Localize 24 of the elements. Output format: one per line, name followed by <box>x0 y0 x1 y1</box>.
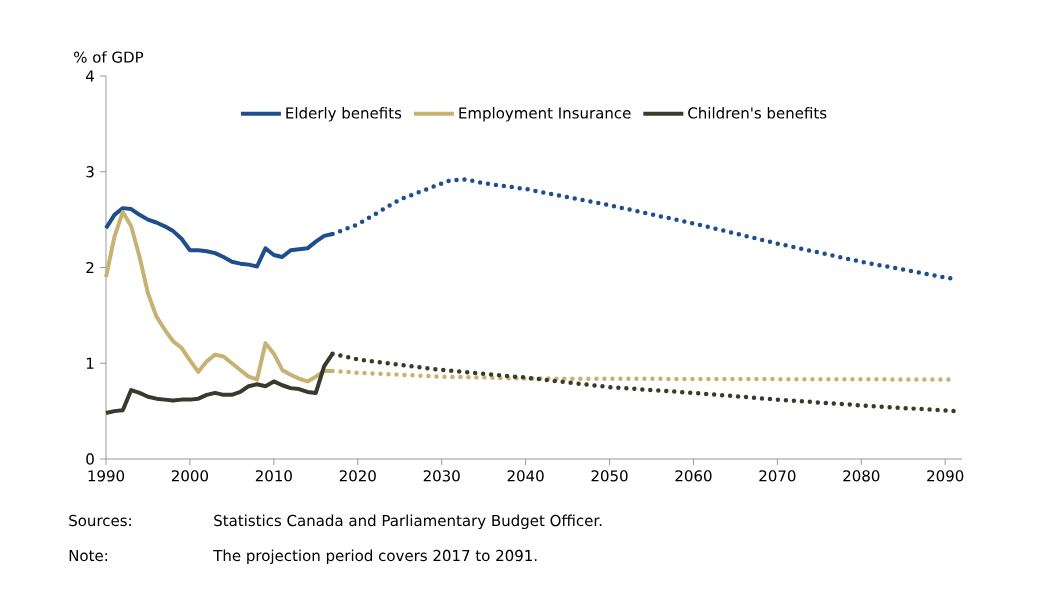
y-tick-label: 2 <box>86 261 94 274</box>
source-note: Sources: <box>69 514 131 527</box>
y-tick-label: 4 <box>86 70 94 82</box>
y-tick-label: 1 <box>86 357 94 369</box>
y-tick-label: 0 <box>86 453 94 465</box>
text: Note: <box>69 550 108 562</box>
x-tick-label: 2040 <box>507 470 544 482</box>
x-tick-label: 2010 <box>255 470 292 482</box>
x-tick-label: 2090 <box>927 470 964 482</box>
text: Statistics Canada and Parliamentary Budget Officer. <box>214 514 602 530</box>
y-axis-title: % of GDP <box>74 51 144 63</box>
x-tick-label: 2030 <box>423 470 460 482</box>
x-tick-label: 2050 <box>591 470 628 482</box>
x-tick-label: 2070 <box>759 470 796 482</box>
y-tick-label: 3 <box>86 166 94 178</box>
x-tick-label: 2000 <box>171 470 209 482</box>
x-tick-label: 2020 <box>339 470 376 482</box>
x-tick-label: 2080 <box>843 470 880 482</box>
legend-label: Elderly benefits <box>286 107 402 122</box>
legend-label: Employment Insurance <box>459 107 631 122</box>
x-tick-label: 1990 <box>88 470 125 482</box>
text: The projection period covers 2017 to 2091. <box>213 549 537 565</box>
x-tick-label: 2060 <box>675 470 712 482</box>
legend-label: Children's benefits <box>688 107 827 119</box>
